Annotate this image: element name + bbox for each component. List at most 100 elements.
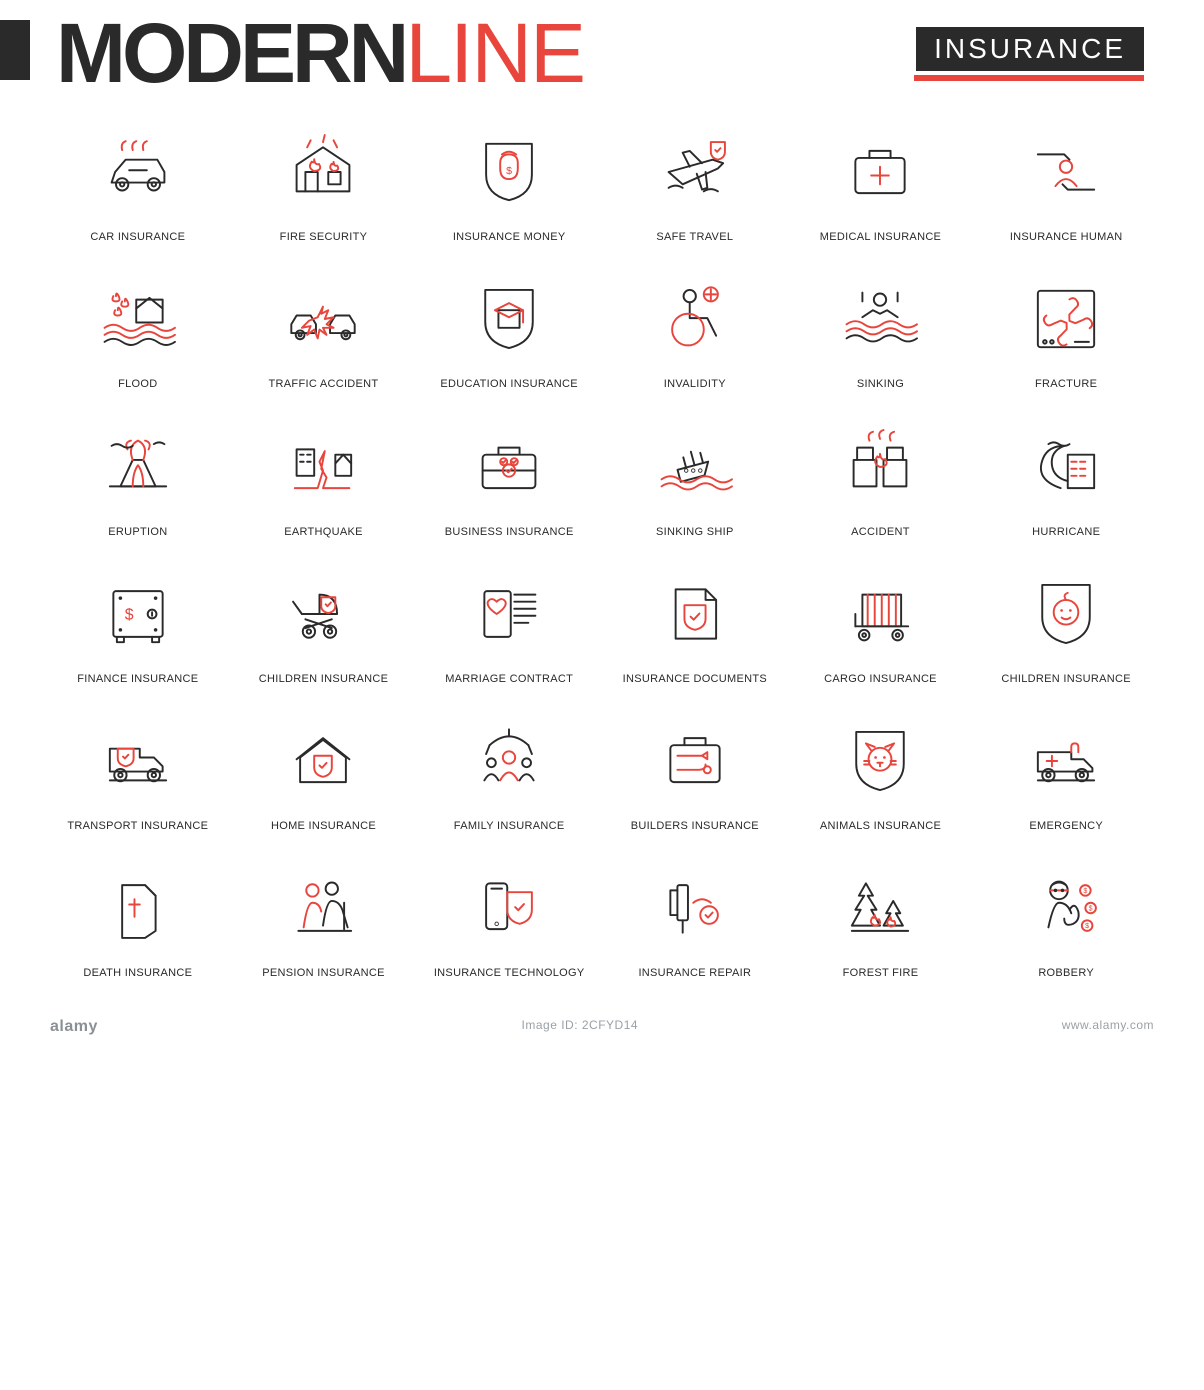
icon-label: CAR INSURANCE xyxy=(90,231,185,244)
title-word-2: LINE xyxy=(405,20,584,87)
badge-wrap: INSURANCE xyxy=(914,27,1144,81)
icon-cell-animals-insurance: ANIMALS INSURANCE xyxy=(793,716,969,833)
icon-label: FRACTURE xyxy=(1035,378,1097,391)
icon-label: TRAFFIC ACCIDENT xyxy=(269,378,379,391)
icon-label: CHILDREN INSURANCE xyxy=(1001,673,1130,686)
insurance-human-icon xyxy=(1021,127,1111,217)
icon-label: INSURANCE DOCUMENTS xyxy=(623,673,767,686)
icon-label: INSURANCE HUMAN xyxy=(1010,231,1123,244)
icon-cell-invalidity: INVALIDITY xyxy=(607,274,783,391)
watermark-bar: alamy Image ID: 2CFYD14 www.alamy.com xyxy=(50,1018,1154,1036)
fracture-icon xyxy=(1021,274,1111,364)
icon-cell-marriage-contract: MARRIAGE CONTRACT xyxy=(421,569,597,686)
invalidity-icon xyxy=(650,274,740,364)
icon-cell-fire-security: FIRE SECURITY xyxy=(236,127,412,244)
category-badge: INSURANCE xyxy=(916,27,1144,71)
flood-icon xyxy=(93,274,183,364)
icon-label: HURRICANE xyxy=(1032,526,1100,539)
icon-label: SINKING xyxy=(857,378,904,391)
icon-cell-children-insurance-stroller: CHILDREN INSURANCE xyxy=(236,569,412,686)
emergency-icon xyxy=(1021,716,1111,806)
watermark-image-id: Image ID: 2CFYD14 xyxy=(522,1018,639,1036)
icon-label: INSURANCE REPAIR xyxy=(638,967,751,980)
education-insurance-icon xyxy=(464,274,554,364)
icon-cell-builders-insurance: BUILDERS INSURANCE xyxy=(607,716,783,833)
insurance-repair-icon xyxy=(650,863,740,953)
forest-fire-icon xyxy=(835,863,925,953)
title-word-1: MODERN xyxy=(56,20,405,87)
icon-label: PENSION INSURANCE xyxy=(262,967,384,980)
icon-grid: CAR INSURANCE FIRE SECURITY $ INSURANCE … xyxy=(0,87,1204,1000)
pension-insurance-icon xyxy=(278,863,368,953)
children-insurance-stroller-icon xyxy=(278,569,368,659)
eruption-icon xyxy=(93,422,183,512)
icon-cell-finance-insurance: $ FINANCE INSURANCE xyxy=(50,569,226,686)
icon-label: BUILDERS INSURANCE xyxy=(631,820,759,833)
icon-cell-forest-fire: FOREST FIRE xyxy=(793,863,969,980)
icon-cell-sinking: SINKING xyxy=(793,274,969,391)
icon-label: INSURANCE MONEY xyxy=(453,231,566,244)
main-title: MODERN LINE xyxy=(56,20,584,87)
business-insurance-icon xyxy=(464,422,554,512)
children-insurance-baby-icon xyxy=(1021,569,1111,659)
icon-label: EARTHQUAKE xyxy=(284,526,363,539)
icon-cell-insurance-money: $ INSURANCE MONEY xyxy=(421,127,597,244)
icon-cell-family-insurance: FAMILY INSURANCE xyxy=(421,716,597,833)
home-insurance-icon xyxy=(278,716,368,806)
icon-cell-safe-travel: SAFE TRAVEL xyxy=(607,127,783,244)
icon-cell-hurricane: HURRICANE xyxy=(978,422,1154,539)
icon-cell-education-insurance: EDUCATION INSURANCE xyxy=(421,274,597,391)
svg-text:$: $ xyxy=(1085,923,1089,930)
transport-insurance-icon xyxy=(93,716,183,806)
earthquake-icon xyxy=(278,422,368,512)
robbery-icon: $ $ $ xyxy=(1021,863,1111,953)
icon-cell-business-insurance: BUSINESS INSURANCE xyxy=(421,422,597,539)
svg-text:$: $ xyxy=(1089,906,1093,913)
icon-cell-eruption: ERUPTION xyxy=(50,422,226,539)
finance-insurance-icon: $ xyxy=(93,569,183,659)
animals-insurance-icon xyxy=(835,716,925,806)
icon-cell-insurance-repair: INSURANCE REPAIR xyxy=(607,863,783,980)
icon-cell-medical-insurance: MEDICAL INSURANCE xyxy=(793,127,969,244)
svg-text:$: $ xyxy=(125,606,134,623)
icon-label: FAMILY INSURANCE xyxy=(454,820,565,833)
traffic-accident-icon xyxy=(278,274,368,364)
death-insurance-icon xyxy=(93,863,183,953)
icon-label: FLOOD xyxy=(118,378,157,391)
insurance-money-icon: $ xyxy=(464,127,554,217)
icon-label: INVALIDITY xyxy=(664,378,726,391)
icon-cell-car-insurance: CAR INSURANCE xyxy=(50,127,226,244)
watermark-logo: alamy xyxy=(50,1018,98,1036)
cargo-insurance-icon xyxy=(835,569,925,659)
icon-cell-sinking-ship: SINKING SHIP xyxy=(607,422,783,539)
icon-cell-cargo-insurance: CARGO INSURANCE xyxy=(793,569,969,686)
icon-label: ERUPTION xyxy=(108,526,167,539)
icon-label: CARGO INSURANCE xyxy=(824,673,937,686)
icon-cell-death-insurance: DEATH INSURANCE xyxy=(50,863,226,980)
car-insurance-icon xyxy=(93,127,183,217)
title-block: MODERN LINE xyxy=(0,20,584,87)
icon-label: SAFE TRAVEL xyxy=(656,231,733,244)
marriage-contract-icon xyxy=(464,569,554,659)
insurance-documents-icon xyxy=(650,569,740,659)
icon-label: FOREST FIRE xyxy=(843,967,919,980)
icon-label: EDUCATION INSURANCE xyxy=(440,378,578,391)
svg-text:$: $ xyxy=(1084,888,1088,895)
icon-label: HOME INSURANCE xyxy=(271,820,376,833)
icon-cell-insurance-documents: INSURANCE DOCUMENTS xyxy=(607,569,783,686)
builders-insurance-icon xyxy=(650,716,740,806)
hurricane-icon xyxy=(1021,422,1111,512)
icon-label: EMERGENCY xyxy=(1029,820,1103,833)
icon-cell-insurance-technology: INSURANCE TECHNOLOGY xyxy=(421,863,597,980)
icon-cell-flood: FLOOD xyxy=(50,274,226,391)
icon-label: ACCIDENT xyxy=(851,526,910,539)
icon-label: SINKING SHIP xyxy=(656,526,734,539)
icon-label: ANIMALS INSURANCE xyxy=(820,820,941,833)
sinking-ship-icon xyxy=(650,422,740,512)
safe-travel-icon xyxy=(650,127,740,217)
accident-icon xyxy=(835,422,925,512)
icon-label: MARRIAGE CONTRACT xyxy=(445,673,573,686)
icon-cell-earthquake: EARTHQUAKE xyxy=(236,422,412,539)
icon-cell-children-insurance-baby: CHILDREN INSURANCE xyxy=(978,569,1154,686)
icon-label: DEATH INSURANCE xyxy=(83,967,192,980)
